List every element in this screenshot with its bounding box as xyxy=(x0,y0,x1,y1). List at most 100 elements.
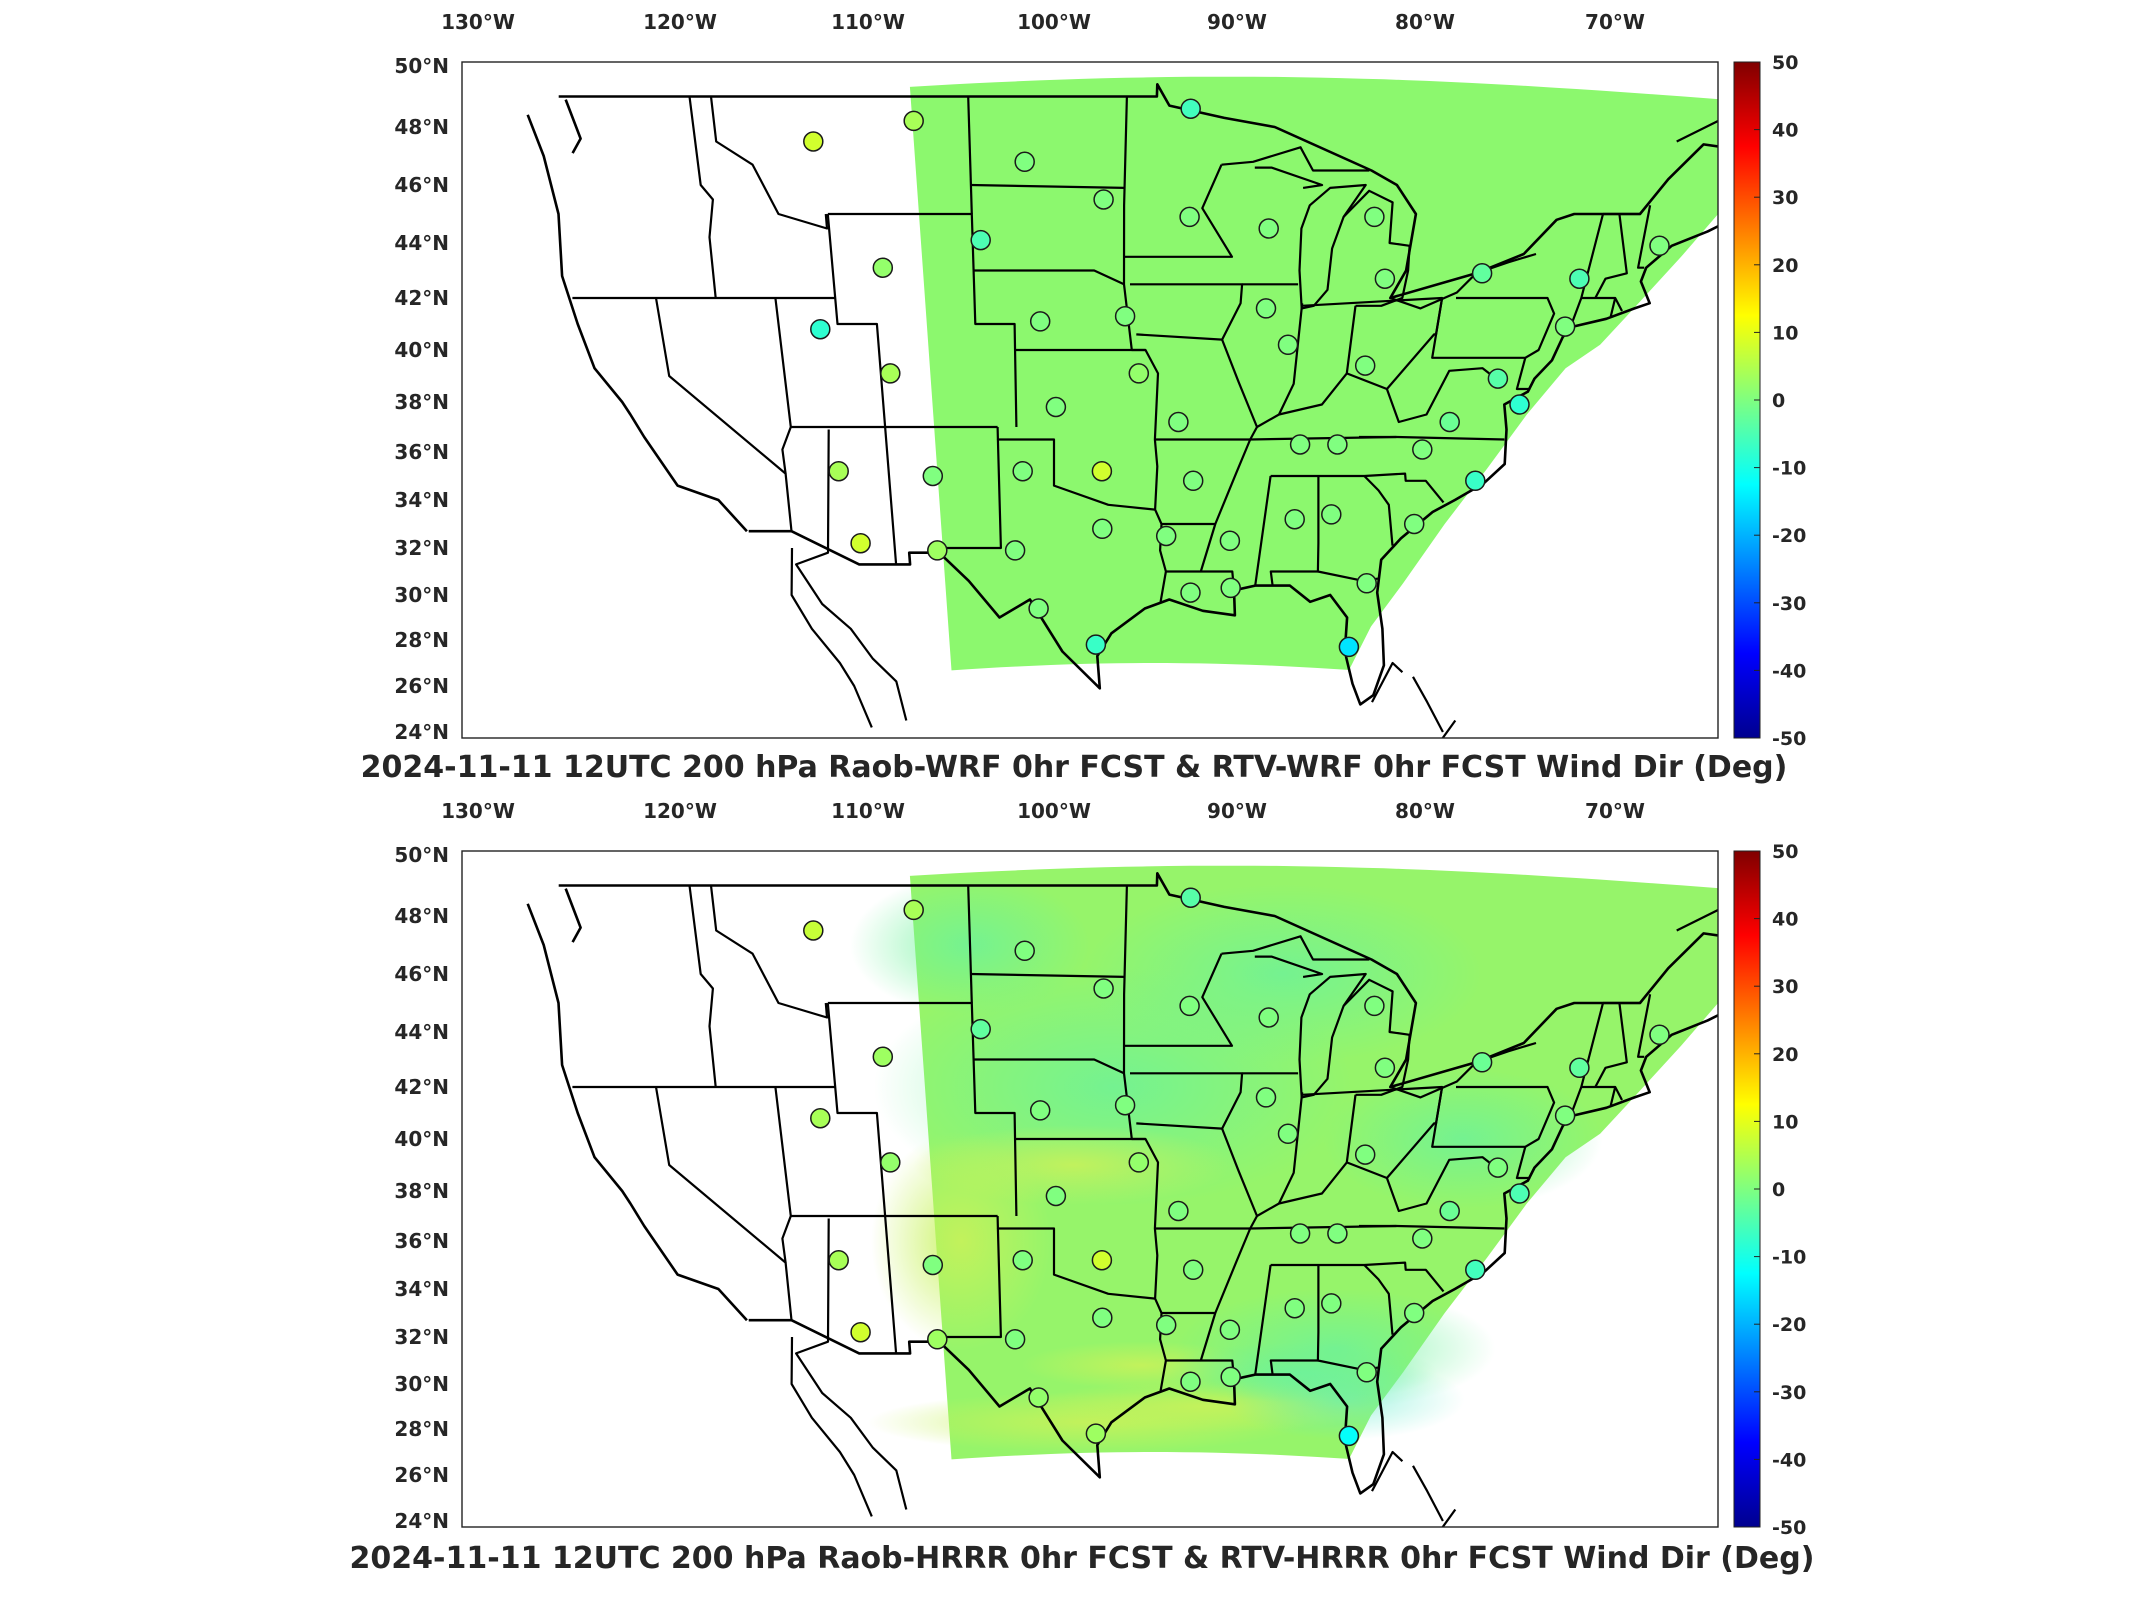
station-marker xyxy=(1327,434,1348,455)
boundary-line xyxy=(688,885,717,1088)
boundary-line xyxy=(1441,1508,1457,1527)
station-marker xyxy=(1220,1366,1241,1388)
boundary-line xyxy=(1371,661,1404,703)
colorbar-tick-label: 30 xyxy=(1772,976,1798,998)
station-marker xyxy=(1045,1185,1067,1207)
lat-tick-label: 36°N xyxy=(394,440,449,464)
station-marker xyxy=(1321,504,1342,525)
station-marker xyxy=(1179,206,1200,228)
boundary-line xyxy=(1676,908,1718,932)
boundary-line xyxy=(790,1336,873,1517)
lon-tick-label: 70°W xyxy=(1585,799,1645,823)
lon-tick-label: 120°W xyxy=(643,799,717,823)
station-marker xyxy=(1182,1259,1204,1281)
station-marker xyxy=(1487,1157,1509,1178)
station-marker xyxy=(1284,1297,1305,1319)
boundary-line xyxy=(970,183,1125,189)
station-marker xyxy=(850,532,871,554)
lat-tick-label: 28°N xyxy=(394,1417,449,1441)
colorbar-tick-label: 0 xyxy=(1772,1179,1785,1201)
boundary-line xyxy=(1124,164,1234,258)
lon-tick-label: 110°W xyxy=(831,10,905,34)
boundary-line xyxy=(1254,1264,1272,1375)
boundary-line xyxy=(688,96,717,299)
station-marker xyxy=(1180,1371,1201,1392)
station-marker xyxy=(1219,530,1241,552)
longitude-labels: 130°W 120°W 110°W 100°W 90°W 80°W 70°W xyxy=(441,10,1645,34)
lon-tick-label: 130°W xyxy=(441,799,515,823)
lat-tick-label: 44°N xyxy=(394,231,449,255)
station-marker xyxy=(810,318,831,340)
station-marker xyxy=(1412,1228,1433,1249)
boundary-line xyxy=(1130,283,1244,341)
boundary-line xyxy=(827,1001,1018,1217)
station-marker xyxy=(1258,1007,1279,1028)
station-marker xyxy=(1155,1314,1177,1336)
station-marker xyxy=(1354,355,1376,376)
lon-tick-label: 100°W xyxy=(1017,799,1091,823)
station-marker xyxy=(1649,1024,1670,1046)
station-marker xyxy=(927,540,948,561)
lon-tick-label: 80°W xyxy=(1395,10,1455,34)
station-marker xyxy=(1255,298,1277,319)
station-marker xyxy=(803,920,824,941)
station-marker xyxy=(1128,363,1150,384)
lat-tick-label: 26°N xyxy=(394,1463,449,1487)
station-marker xyxy=(1374,1057,1396,1079)
lat-tick-label: 50°N xyxy=(394,54,449,78)
station-marker xyxy=(1327,1223,1348,1244)
boundary-line xyxy=(1637,205,1652,269)
colorbar-tick-label: 20 xyxy=(1772,1044,1798,1066)
boundary-line xyxy=(709,96,829,230)
lat-tick-label: 26°N xyxy=(394,674,449,698)
station-marker xyxy=(903,899,924,921)
lon-tick-label: 120°W xyxy=(643,10,717,34)
boundary-line xyxy=(1515,1146,1531,1180)
boundary-line xyxy=(1199,1128,1259,1380)
lat-tick-label: 42°N xyxy=(394,286,449,310)
colorbar-tick-label: 10 xyxy=(1772,322,1798,344)
station-marker xyxy=(1403,513,1425,535)
station-marker xyxy=(1338,636,1360,658)
station-marker xyxy=(1255,1087,1277,1108)
latitude-labels: 50°N 48°N 46°N 44°N 42°N 40°N 38°N 36°N 34°N 32°N… xyxy=(394,843,449,1533)
boundary-line xyxy=(1254,166,1324,189)
colorbar-tick-label: -30 xyxy=(1772,593,1806,615)
lat-tick-label: 42°N xyxy=(394,1075,449,1099)
boundary-line xyxy=(827,212,1018,428)
map-panel-bottom: 130°W 120°W 110°W 100°W 90°W 80°W 70°W 50°N 48°… xyxy=(350,799,1815,1576)
field-patch xyxy=(1082,884,1483,1064)
boundary-line xyxy=(996,1215,1156,1300)
lon-tick-label: 90°W xyxy=(1207,799,1267,823)
boundary-line xyxy=(1363,1264,1394,1335)
station-marker xyxy=(1258,218,1279,239)
station-marker xyxy=(1277,334,1299,356)
map-frame xyxy=(461,850,1719,1528)
station-marker xyxy=(1093,978,1114,999)
station-marker xyxy=(1277,1123,1299,1145)
station-marker xyxy=(1439,411,1460,433)
station-marker xyxy=(1092,1307,1113,1329)
station-marker xyxy=(1219,1319,1241,1341)
boundary-line xyxy=(996,426,1156,511)
boundary-line xyxy=(1342,189,1411,307)
boundary-line xyxy=(795,1218,908,1510)
boundary-line xyxy=(1385,1156,1497,1213)
boundary-line xyxy=(1278,305,1357,416)
station-marker xyxy=(1182,470,1204,492)
station-marker xyxy=(1028,1387,1049,1408)
colorbar-tick-label: 20 xyxy=(1772,255,1798,277)
station-marker xyxy=(1289,1223,1311,1244)
station-marker xyxy=(1356,1362,1377,1383)
lat-tick-label: 38°N xyxy=(394,390,449,414)
station-marker xyxy=(1284,508,1305,530)
colorbar-tick-label: -10 xyxy=(1772,1247,1806,1269)
colorbar-tick-label: -40 xyxy=(1772,1449,1806,1471)
lon-tick-label: 80°W xyxy=(1395,799,1455,823)
station-marker xyxy=(1155,525,1177,547)
station-marker xyxy=(1439,1200,1460,1222)
panel-title: 2024-11-11 12UTC 200 hPa Raob-WRF 0hr FC… xyxy=(361,750,1788,785)
station-marker xyxy=(1114,1094,1136,1116)
station-marker xyxy=(1554,1105,1576,1126)
